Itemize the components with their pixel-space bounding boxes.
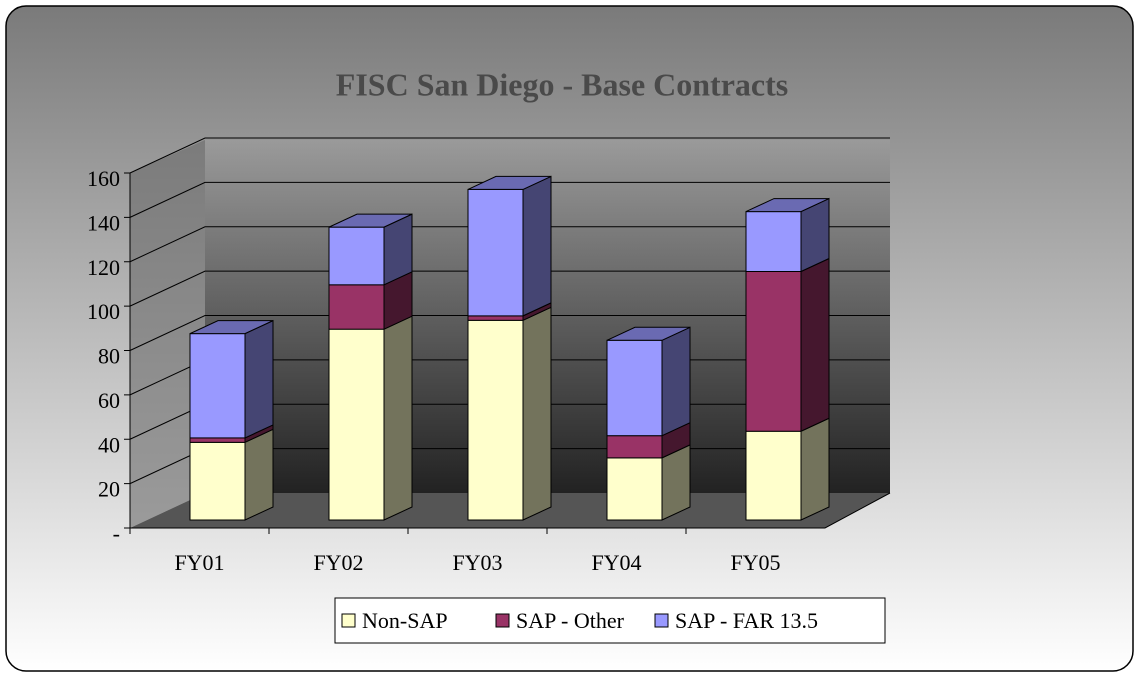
- grid-line: [129, 226, 890, 263]
- grid-line: [129, 181, 890, 218]
- bar-front: [745, 271, 802, 432]
- bar-side-shade: [523, 302, 551, 321]
- y-tick-label: 60: [98, 388, 120, 413]
- bar-side-shade: [384, 271, 412, 330]
- bar: [606, 444, 691, 521]
- chart-title: FISC San Diego - Base Contracts: [336, 66, 788, 102]
- bar: [189, 428, 274, 521]
- bar-side-shade: [801, 198, 829, 272]
- legend-label: SAP - FAR 13.5: [675, 608, 818, 633]
- bar: [467, 175, 552, 317]
- bar-top-shade: [190, 320, 273, 334]
- legend-swatch: [654, 613, 669, 628]
- bar-side-shade: [384, 214, 412, 285]
- bar-top: [328, 213, 413, 228]
- bar-front: [467, 188, 524, 317]
- bar-front: [745, 430, 802, 521]
- bar-top: [467, 175, 552, 190]
- legend-swatch: [341, 613, 356, 628]
- bar: [189, 319, 274, 439]
- grid-line: [129, 137, 890, 174]
- legend-label: Non-SAP: [362, 608, 448, 633]
- bar-top-shade: [468, 176, 551, 190]
- bar-front: [328, 284, 385, 330]
- bar: [606, 421, 691, 459]
- bar: [328, 213, 413, 286]
- bar-front: [189, 441, 246, 521]
- x-tick-label: FY02: [313, 550, 363, 575]
- bar-top-shade: [329, 214, 412, 228]
- legend-swatch: [495, 613, 510, 628]
- bar-top-shade: [607, 327, 690, 341]
- bar-front: [606, 457, 663, 521]
- bar-side-shade: [245, 320, 273, 438]
- bar-front: [467, 319, 524, 521]
- bar-side-shade: [662, 444, 690, 520]
- bar: [745, 257, 830, 433]
- y-tick-label: 100: [87, 299, 120, 324]
- bar-front: [328, 226, 385, 286]
- y-tick-label: 40: [98, 432, 120, 457]
- bar-top-shade: [746, 198, 829, 212]
- y-tick-label: 20: [98, 477, 120, 502]
- bar-front: [189, 333, 246, 439]
- grid-line: [129, 270, 890, 307]
- bar-side-shade: [523, 176, 551, 316]
- x-tick-label: FY01: [174, 550, 224, 575]
- bar-front: [189, 437, 246, 443]
- bar-side-shade: [523, 307, 551, 520]
- y-tick-label: -: [113, 521, 120, 546]
- x-tick-label: FY03: [452, 550, 502, 575]
- grid-line: [129, 315, 890, 351]
- legend-label: SAP - Other: [516, 608, 625, 633]
- bar-side-shade: [662, 422, 690, 458]
- bar-side-shade: [801, 418, 829, 520]
- bar-side-shade: [245, 424, 273, 443]
- bar-front: [328, 328, 385, 521]
- bar-front: [467, 315, 524, 321]
- bar-front: [745, 211, 802, 272]
- bar-front: [606, 435, 663, 459]
- bar: [745, 417, 830, 521]
- bar: [328, 315, 413, 521]
- y-tick-label: 160: [87, 166, 120, 191]
- bar: [745, 197, 830, 273]
- bar-top: [745, 198, 830, 213]
- x-tick-label: FY04: [591, 550, 641, 575]
- x-axis: [130, 492, 891, 529]
- bar-side-shade: [662, 327, 690, 436]
- y-tick-label: 140: [87, 210, 120, 235]
- bar-top: [606, 326, 691, 341]
- bar: [189, 424, 274, 444]
- bar: [606, 326, 691, 437]
- bar: [467, 306, 552, 521]
- bar-side-shade: [384, 316, 412, 520]
- y-tick-label: 80: [98, 344, 120, 369]
- bar: [467, 302, 552, 322]
- bar-front: [606, 339, 663, 437]
- y-tick-label: 120: [87, 255, 120, 280]
- bar: [328, 271, 413, 330]
- bar-side-shade: [245, 429, 273, 520]
- bar-top: [189, 320, 274, 335]
- bar-side-shade: [801, 258, 829, 432]
- x-tick-label: FY05: [730, 550, 780, 575]
- legend: [334, 597, 886, 644]
